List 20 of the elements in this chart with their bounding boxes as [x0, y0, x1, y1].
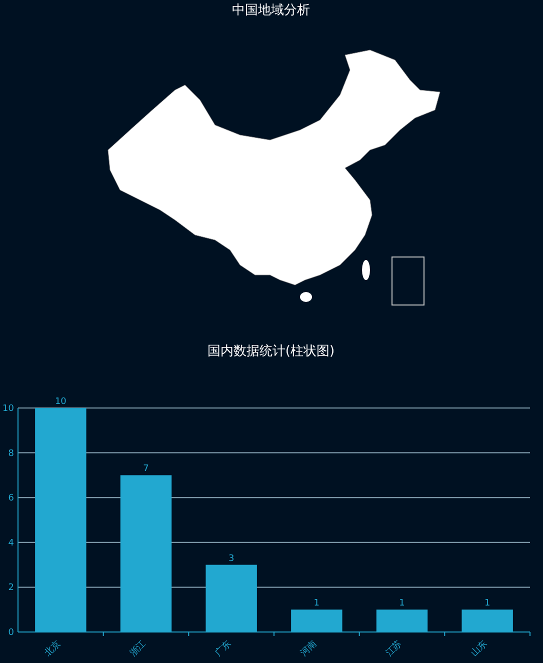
y-tick-label: 2 [8, 583, 14, 594]
data-label: 10 [54, 397, 67, 407]
y-tick-label: 8 [8, 448, 14, 459]
y-tick-label: 4 [8, 538, 14, 548]
data-label: 7 [143, 464, 149, 474]
y-tick-label: 6 [8, 494, 14, 504]
data-label: 1 [484, 598, 490, 609]
x-tick-label: 浙江 [128, 638, 148, 659]
data-label: 1 [314, 598, 320, 609]
chart-title: 国内数据统计(柱状图) [207, 344, 335, 359]
x-tick-label: 河南 [298, 638, 319, 659]
y-tick-label: 10 [2, 404, 14, 414]
data-label: 3 [228, 554, 234, 564]
x-tick-label: 江苏 [384, 638, 404, 659]
x-tick-label: 北京 [42, 638, 63, 659]
x-tick-label: 山东 [468, 638, 490, 659]
x-tick-label: 广东 [212, 638, 234, 659]
text: 中国地域分析 [232, 3, 310, 18]
data-label: 1 [399, 598, 405, 609]
y-tick-label: 0 [8, 628, 14, 638]
